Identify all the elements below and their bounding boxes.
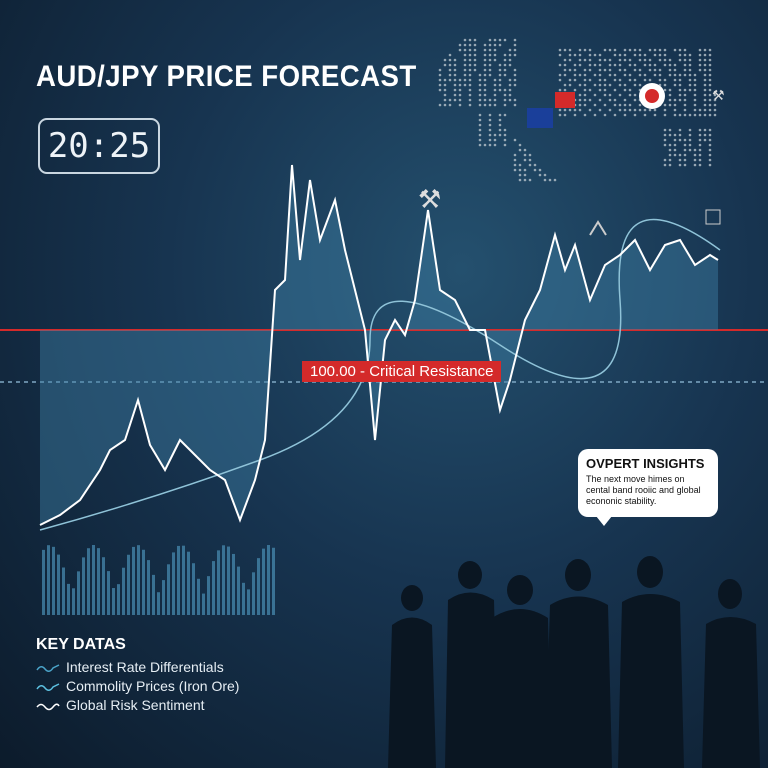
volume-bar [67, 583, 70, 615]
page-title: AUD/JPY PRICE FORECAST [36, 60, 417, 93]
world-map-icon [438, 38, 717, 182]
price-line [39, 164, 719, 526]
volume-bar [257, 558, 260, 615]
volume-bar [202, 593, 205, 615]
volume-bar [82, 557, 85, 615]
volume-bar [42, 549, 45, 615]
people-silhouettes [388, 556, 760, 768]
key-item-label: Global Risk Sentiment [66, 697, 205, 713]
volume-bar [77, 571, 80, 615]
volume-bar [227, 546, 230, 615]
wave-icon [36, 703, 60, 710]
insight-bubble: OVPERT INSIGHTS The next move himes on c… [578, 449, 718, 526]
volume-bar [207, 576, 210, 615]
volume-bar [237, 566, 240, 615]
key-data-legend: KEY DATAS Interest Rate Differentials Co… [36, 636, 239, 715]
flag-icon [555, 92, 575, 108]
insight-body: The next move himes on cental band rooii… [586, 474, 701, 506]
volume-bar [87, 548, 90, 615]
moving-average-line [39, 218, 721, 531]
key-item: Global Risk Sentiment [36, 696, 239, 715]
volume-bar [167, 564, 170, 615]
volume-bar [102, 557, 105, 615]
volume-bar [107, 571, 110, 615]
volume-bar [62, 567, 65, 615]
volume-bar [152, 574, 155, 615]
volume-bar [127, 554, 130, 615]
volume-bar [187, 551, 190, 615]
volume-bar [222, 545, 225, 615]
volume-bar [242, 582, 245, 615]
volume-bar [252, 572, 255, 615]
volume-bar [192, 563, 195, 615]
volume-bar [72, 588, 75, 615]
wave-icon [36, 663, 60, 672]
volume-bar [272, 547, 275, 615]
volume-bar [147, 560, 150, 615]
key-item-label: Interest Rate Differentials [66, 659, 224, 675]
volume-bar [47, 545, 50, 615]
pickaxe-icon: ⚒ [418, 184, 441, 214]
volume-bar [142, 549, 145, 615]
resistance-label: 100.00 - Critical Resistance [302, 361, 502, 382]
volume-bar [97, 548, 100, 615]
chip-icon [705, 209, 721, 225]
volume-bar [132, 546, 135, 615]
volume-bar [217, 550, 220, 615]
volume-bar [122, 567, 125, 615]
key-title: KEY DATAS [36, 636, 126, 653]
volume-bar [157, 592, 160, 615]
volume-bar [57, 554, 60, 615]
australia-flag-icon [527, 108, 553, 128]
volume-bar [162, 580, 165, 615]
volume-bar [197, 578, 200, 615]
key-item-label: Commolity Prices (Iron Ore) [66, 678, 240, 694]
volume-bar [212, 561, 215, 615]
compass-icon [589, 220, 607, 236]
volume-bar [232, 553, 235, 615]
volume-bar [112, 588, 115, 615]
volume-bar [52, 546, 55, 615]
key-item: Commolity Prices (Iron Ore) [36, 677, 239, 696]
volume-bar [117, 584, 120, 615]
volume-bar [137, 545, 140, 615]
wave-icon [36, 682, 60, 691]
clock-display: 20:25 [38, 118, 160, 174]
volume-bar [177, 545, 180, 615]
volume-bar [247, 589, 250, 615]
volume-bars [42, 545, 275, 615]
volume-bar [267, 545, 270, 615]
volume-bar [182, 545, 185, 615]
key-item: Interest Rate Differentials [36, 658, 239, 677]
price-area [40, 165, 718, 525]
volume-bar [262, 548, 265, 615]
volume-bar [172, 552, 175, 615]
volume-bar [92, 545, 95, 615]
insight-title: OVPERT INSIGHTS [586, 456, 705, 471]
tools-icon: ⚒ [712, 87, 725, 103]
